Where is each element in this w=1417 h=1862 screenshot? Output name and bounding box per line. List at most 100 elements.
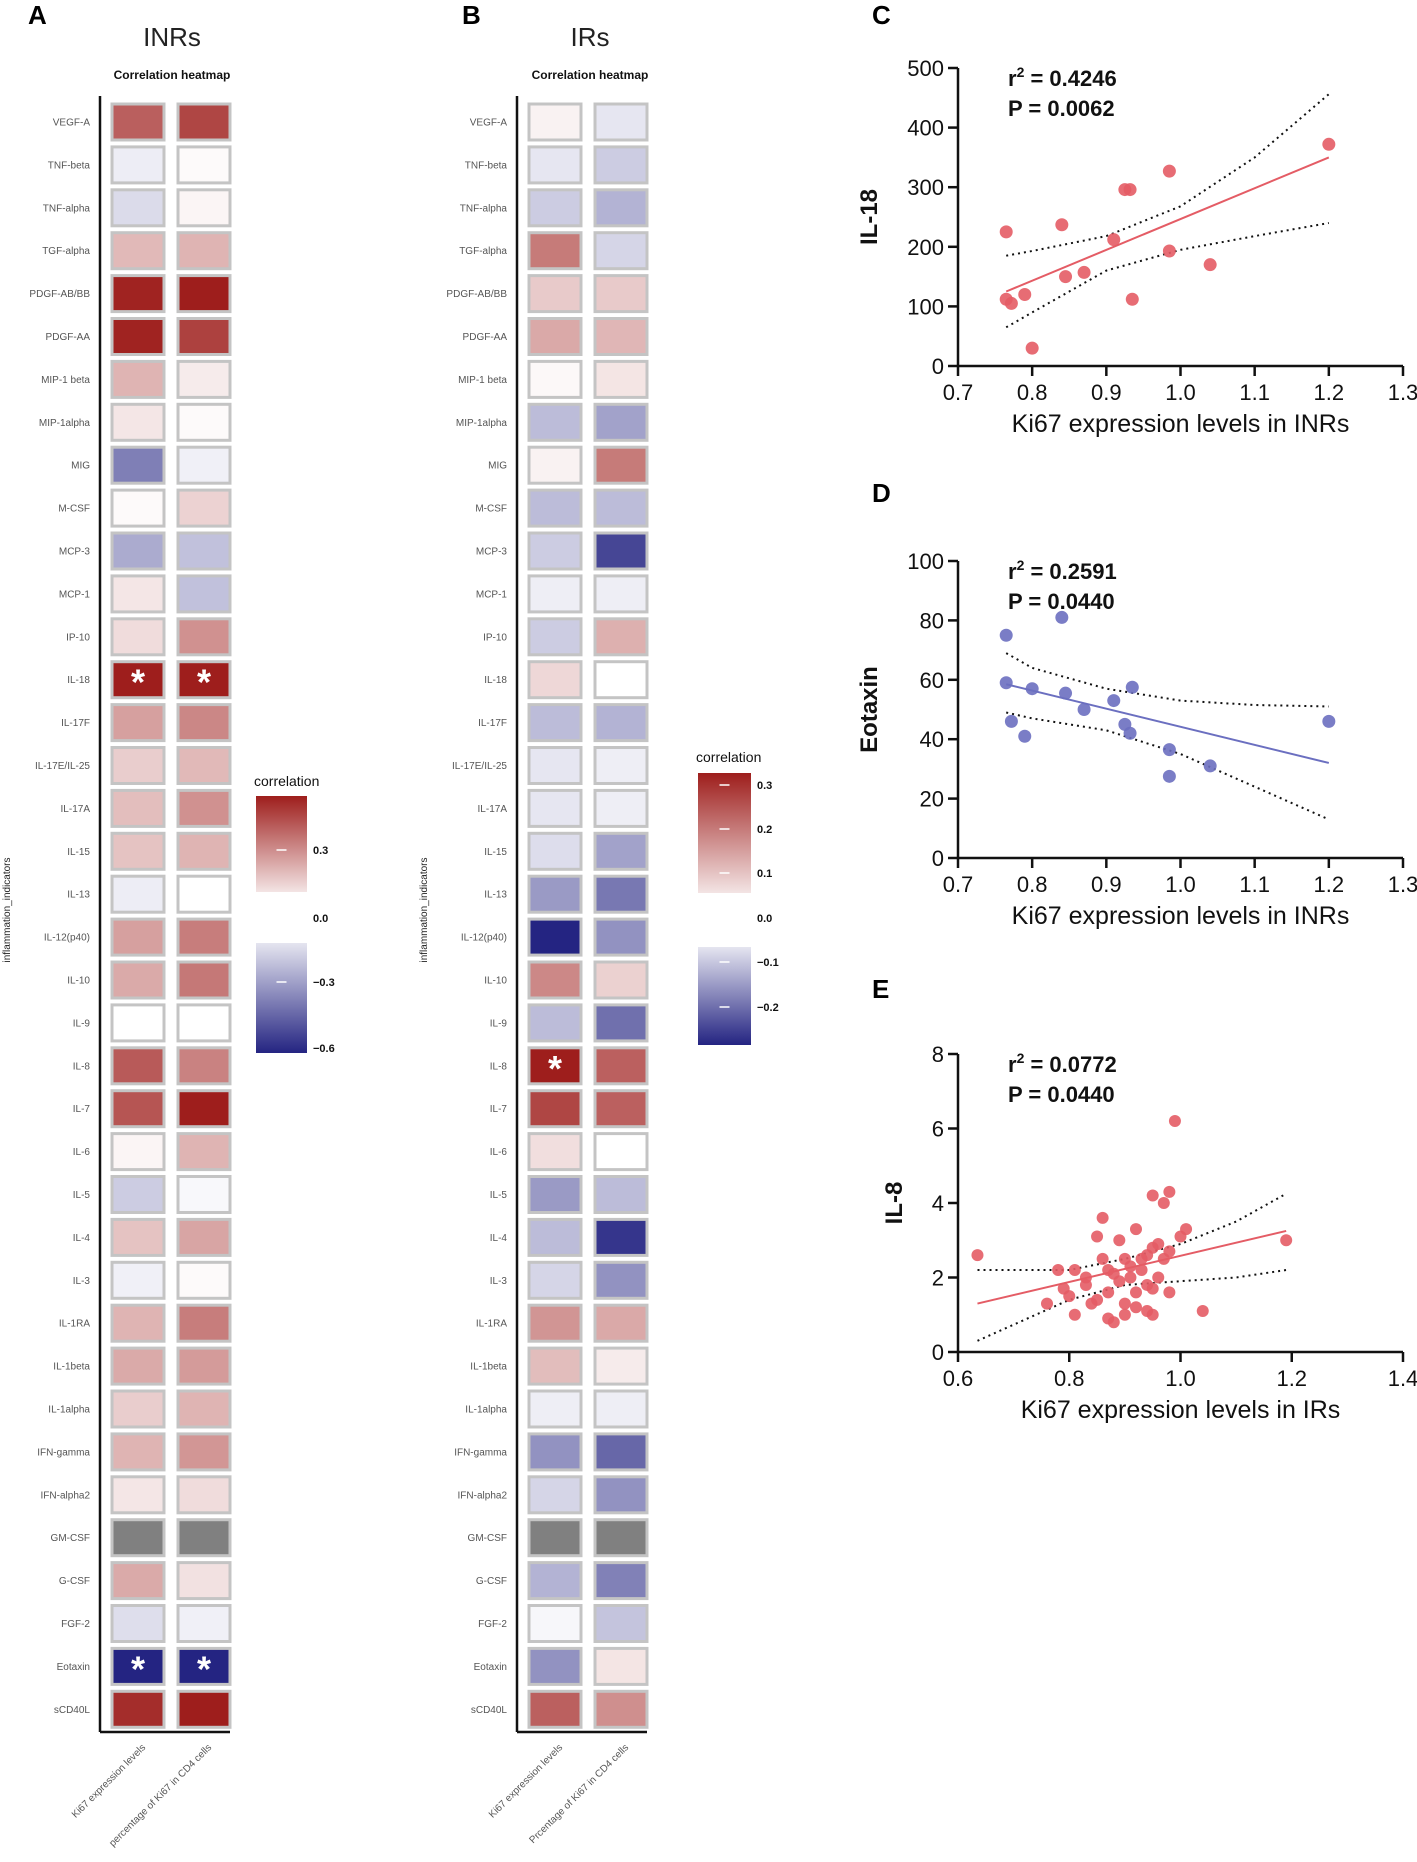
heatmap-cell-fgf-2-1 [176,1604,232,1643]
x-axis-label: Ki67 expression levels in INRs [1012,902,1350,930]
stat-r2: r2 = 0.0772 [1008,1050,1117,1077]
data-point [1018,287,1032,301]
y-tick-label: 6 [932,1117,944,1142]
regression-line [1005,156,1330,293]
heatmap-row-label-eotaxin: Eotaxin [57,1662,90,1673]
heatmap-cell-il-1alpha-1 [593,1389,649,1429]
heatmap-cell-pdgf-aa-0 [527,317,583,356]
heatmap-row-label-il-13: IL-13 [484,890,507,901]
heatmap-cell-il-1alpha-0 [110,1389,166,1429]
heatmap-cell-eotaxin-0 [110,1646,166,1686]
heatmap-row-label-mip-1-beta: MIP-1 beta [458,375,507,386]
y-tick-label: 300 [907,175,944,200]
heatmap-cell-il-17f-1 [593,703,649,743]
heatmap-cell-il-17e-il-25-0 [527,746,583,785]
heatmap-cell-il-1ra-1 [593,1303,649,1343]
heatmap-cell-il-1ra-0 [527,1303,583,1343]
heatmap-cell-mip-1-beta-1 [176,359,232,399]
heatmap-row-label-ifn-alpha2: IFN-alpha2 [458,1490,508,1501]
heatmap-row-label-il-3: IL-3 [73,1276,91,1287]
ci-lower-line [977,1269,1287,1342]
heatmap-cell-g-csf-0 [110,1561,166,1601]
heatmap-cell-il-8-0 [527,1046,583,1086]
heatmap-col-label-0: Ki67 expression levels [487,1742,565,1820]
heatmap-row-label-il-1ra: IL-1RA [59,1319,90,1330]
x-tick-label: 0.9 [1091,380,1122,405]
heatmap-cell-ifn-gamma-1 [176,1432,232,1472]
data-point [1059,686,1073,700]
y-tick-label: 100 [907,549,944,574]
heatmap-row-label-mip-1-beta: MIP-1 beta [41,375,90,386]
heatmap-cell-mip-1-beta-0 [110,359,166,399]
data-point [1163,1185,1176,1198]
heatmap-cell-il-7-0 [110,1089,166,1129]
data-point [1203,759,1217,773]
data-point [1162,743,1176,757]
heatmap-cell-pdgf-aa-1 [593,317,649,356]
heatmap-y-label: inflammation_indicators [2,857,13,962]
legend-bar-negative [698,947,751,1045]
heatmap-cell-il-5-1 [593,1175,649,1214]
x-tick-label: 1.3 [1388,380,1417,405]
heatmap-cell-mig-0 [110,445,166,485]
legend-tick-label: 0.3 [757,780,772,792]
data-point [1152,1271,1165,1284]
data-point [1079,1278,1092,1291]
heatmap-cell-il-12-p40-0 [527,917,583,957]
heatmap-row-label-il-13: IL-13 [67,890,90,901]
heatmap-cell-mcp-3-0 [110,531,166,571]
data-point [1077,703,1091,716]
heatmap-cell-vegf-a-1 [593,102,649,142]
x-tick-label: 1.4 [1388,1366,1417,1391]
heatmap-row-label-pdgf-aa: PDGF-AA [463,332,508,343]
legend-tick-label: 0.1 [757,868,772,880]
heatmap-cell-il-15-1 [176,831,232,871]
heatmap-cell-tnf-alpha-0 [110,188,166,228]
heatmap-cell-mip-1alpha-1 [593,402,649,442]
heatmap-row-label-mcp-3: MCP-3 [59,547,91,558]
heatmap-cell-ifn-gamma-1 [593,1432,649,1472]
x-tick-label: 0.7 [943,380,974,405]
heatmap-cell-il-8-0 [110,1046,166,1086]
data-point [999,628,1013,642]
legend-tick-label: 0.2 [757,824,772,836]
heatmap-row-label-il-5: IL-5 [73,1190,91,1201]
ci-upper-line [1005,652,1329,708]
heatmap-cell-gm-csf-1 [593,1518,649,1558]
x-tick-label: 0.6 [943,1366,974,1391]
stat-p: P = 0.0440 [1008,1082,1115,1107]
x-tick-label: 1.0 [1165,872,1196,897]
heatmap-subtitle: Correlation heatmap [532,68,649,82]
heatmap-row-label-fgf-2: FGF-2 [478,1619,507,1630]
heatmap-cell-pdgf-ab-bb-1 [176,274,232,314]
data-point [1055,218,1069,232]
heatmap-cell-il-17f-0 [110,703,166,743]
heatmap-cell-il-13-1 [176,874,232,914]
y-tick-label: 60 [920,668,944,693]
heatmap-cell-vegf-a-1 [176,102,232,142]
data-point [999,676,1013,690]
data-point [1280,1234,1293,1247]
heatmap-row-label-il-1ra: IL-1RA [476,1319,507,1330]
heatmap-row-label-mip-1alpha: MIP-1alpha [456,418,508,429]
heatmap-row-label-fgf-2: FGF-2 [61,1619,90,1630]
data-point [1096,1252,1109,1265]
data-point [1107,694,1121,708]
heatmap-row-label-mcp-1: MCP-1 [476,589,508,600]
heatmap-row-label-scd40l: sCD40L [471,1705,508,1716]
heatmap-cell-mig-1 [176,445,232,485]
data-point [1196,1305,1209,1318]
y-tick-label: 40 [920,727,944,752]
legend-bar-positive [256,796,307,892]
heatmap-cell-ifn-alpha2-0 [527,1475,583,1515]
legend-title: correlation [254,773,319,789]
heatmap-cell-gm-csf-0 [110,1518,166,1558]
heatmap-cell-il-15-0 [110,831,166,871]
heatmap-row-label-il-9: IL-9 [490,1018,508,1029]
heatmap-cell-il-5-0 [527,1175,583,1214]
panel-label-b: B [462,0,481,30]
heatmap-cell-il-1alpha-0 [527,1389,583,1429]
heatmap-cell-scd40l-0 [527,1689,583,1729]
heatmap-cell-il-3-1 [176,1260,232,1300]
